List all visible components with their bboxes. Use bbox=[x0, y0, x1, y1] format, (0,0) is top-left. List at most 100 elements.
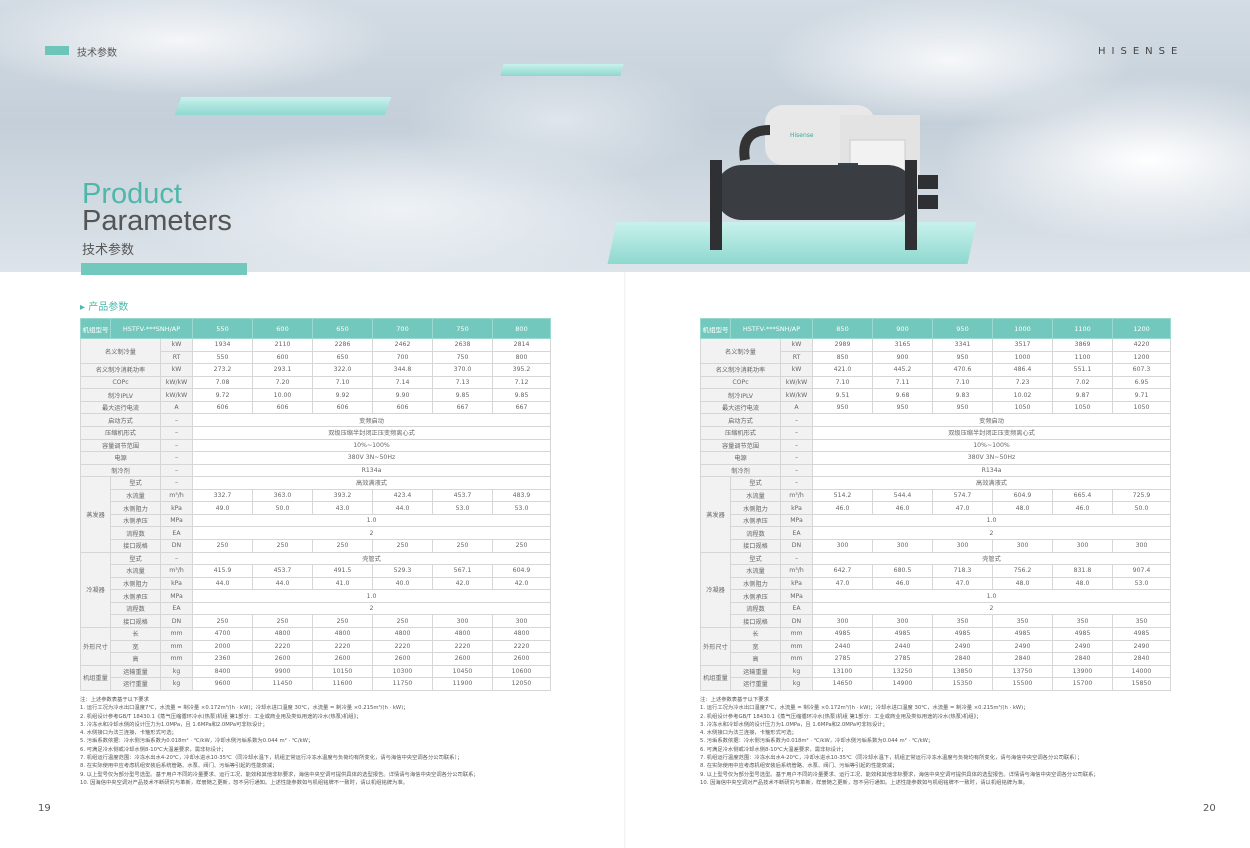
page-number-left: 19 bbox=[38, 803, 51, 814]
row-unit: kg bbox=[779, 664, 814, 679]
table-row: 水侧阻力 kPa 46.0 46.0 47.0 48.0 46.0 50.0 bbox=[701, 501, 1172, 515]
row-unit: kW bbox=[159, 363, 194, 377]
section-tag-marker bbox=[45, 46, 69, 55]
row-label: 启动方式 bbox=[700, 413, 781, 427]
table-row: 最大运行电流 A 950 950 950 1050 1050 1050 bbox=[700, 400, 1172, 415]
value-cell: 1050 bbox=[992, 400, 1054, 415]
note-line: 10. 因海信中央空调对产品技术不断研究与革新，样册随之更新，恕不另行通知。上述… bbox=[700, 779, 1028, 786]
value-cell: 15500 bbox=[992, 677, 1054, 691]
table-row: 水侧阻力 kPa 47.0 46.0 47.0 48.0 48.0 53.0 bbox=[701, 576, 1172, 591]
row-unit: – bbox=[779, 438, 814, 453]
value-cell: 2840 bbox=[932, 652, 994, 666]
value-cell: 1200 bbox=[1112, 350, 1172, 365]
value-cell: 250 bbox=[372, 614, 434, 628]
row-unit: – bbox=[159, 463, 194, 478]
table-row: 水流量 m³/h 332.7 363.0 393.2 423.4 453.7 483.9 bbox=[81, 488, 552, 503]
row-label: 接口规格 bbox=[110, 614, 161, 628]
value-cell: 3517 bbox=[992, 338, 1054, 352]
value-cell-merged: 2 bbox=[192, 601, 552, 616]
value-cell: 50.0 bbox=[1112, 501, 1172, 515]
row-label: COPc bbox=[80, 375, 161, 390]
table-row: 机组重量 运输重量 kg 8400 9900 10150 10300 10450 10600 bbox=[80, 664, 552, 691]
row-label: 电源 bbox=[80, 451, 161, 465]
page-number-right: 20 bbox=[1203, 803, 1216, 814]
row-label: 流程数 bbox=[110, 601, 161, 616]
table-row: 水侧阻力 kPa 49.0 50.0 43.0 44.0 53.0 53.0 bbox=[81, 501, 552, 515]
row-label: 运输重量 bbox=[110, 664, 161, 679]
row-unit: kW bbox=[779, 363, 814, 377]
row-unit: DN bbox=[159, 614, 194, 628]
value-cell: 907.4 bbox=[1112, 564, 1172, 578]
row-label: 压缩机形式 bbox=[80, 425, 161, 440]
value-cell: 332.7 bbox=[192, 488, 254, 503]
row-group-label: 名义制冷量 bbox=[700, 337, 781, 365]
spec-table-left: 机组型号 HSTFV-***SNH/AP 550 600 650 700 750 800 名义制… bbox=[80, 318, 552, 691]
table-row: 流程数 EA 2 bbox=[701, 601, 1172, 616]
value-cell: 800 bbox=[492, 350, 552, 365]
value-cell: 11750 bbox=[372, 677, 434, 691]
value-cell-merged: 1.0 bbox=[192, 513, 552, 528]
value-cell: 48.0 bbox=[992, 501, 1054, 515]
value-cell: 2840 bbox=[1052, 652, 1114, 666]
row-label: 水侧承压 bbox=[110, 589, 161, 603]
note-line: 7. 机组运行温度范围：冷冻水出水4-20℃，冷却水进水10-35℃（同冷却水温… bbox=[80, 755, 463, 762]
value-cell: 11900 bbox=[432, 677, 494, 691]
row-unit: EA bbox=[779, 601, 814, 616]
note-line: 5. 污垢系数依据：冷水侧污垢系数为0.018m² · ℃/kW，冷却水侧污垢系… bbox=[80, 738, 314, 745]
row-unit: kg bbox=[159, 664, 194, 679]
note-line: 2. 机组设计参考GB/T 18430.1《蒸气压缩循环冷水(热泵)机组 第1部… bbox=[80, 713, 362, 720]
value-cell: 7.11 bbox=[872, 375, 934, 390]
value-cell: 393.2 bbox=[312, 488, 374, 503]
value-cell: 300 bbox=[492, 614, 552, 628]
value-cell: 2286 bbox=[312, 338, 374, 352]
value-cell: 48.0 bbox=[1052, 576, 1114, 591]
value-cell: 9.87 bbox=[1052, 388, 1114, 402]
table-row: 名义制冷量 kW 2989 3165 3341 3517 3869 4220 bbox=[700, 337, 1172, 365]
row-label: 运行重量 bbox=[730, 677, 781, 691]
header-model-column: 700 bbox=[372, 318, 434, 339]
row-group-label: 外形尺寸 bbox=[80, 626, 111, 666]
table-row: 接口规格 DN 300 300 300 300 300 300 bbox=[701, 539, 1172, 553]
value-cell: 7.20 bbox=[252, 375, 314, 390]
header-model-column: 1200 bbox=[1112, 318, 1172, 339]
value-cell: 950 bbox=[932, 350, 994, 365]
row-label: 制冷剂 bbox=[80, 463, 161, 478]
decor-slab-mid bbox=[500, 64, 624, 76]
value-cell: 831.8 bbox=[1052, 564, 1114, 578]
row-unit: mm bbox=[779, 639, 814, 654]
value-cell: 11450 bbox=[252, 677, 314, 691]
value-cell: 2840 bbox=[1112, 652, 1172, 666]
table-row: 制冷剂 – R134a bbox=[700, 463, 1172, 478]
value-cell: 15850 bbox=[1112, 677, 1172, 691]
header-model-label: 机组型号 bbox=[700, 318, 731, 339]
table-row: 运行重量 kg 14650 14900 15350 15500 15700 15850 bbox=[701, 677, 1172, 691]
triangle-bullet-icon: ▸ bbox=[80, 302, 89, 313]
page-fold bbox=[624, 272, 626, 848]
value-cell: 10600 bbox=[492, 664, 552, 679]
value-cell: 7.02 bbox=[1052, 375, 1114, 390]
row-unit: kPa bbox=[779, 576, 814, 591]
row-unit: – bbox=[779, 451, 814, 465]
value-cell: 13750 bbox=[992, 664, 1054, 679]
value-cell: 2490 bbox=[1052, 639, 1114, 654]
value-cell: 2110 bbox=[252, 338, 314, 352]
row-unit: m³/h bbox=[779, 488, 814, 503]
value-cell-merged: 1.0 bbox=[192, 589, 552, 603]
value-cell: 9600 bbox=[192, 677, 254, 691]
table-row: RT 850 900 950 1000 1100 1200 bbox=[701, 350, 1172, 365]
header-model-column: 800 bbox=[492, 318, 552, 339]
value-cell: 46.0 bbox=[872, 501, 934, 515]
value-cell-merged: R134a bbox=[812, 463, 1172, 478]
row-unit: mm bbox=[779, 626, 814, 641]
value-cell: 11600 bbox=[312, 677, 374, 691]
value-cell: 680.5 bbox=[872, 564, 934, 578]
value-cell: 2360 bbox=[192, 652, 254, 666]
row-unit: – bbox=[779, 425, 814, 440]
row-unit: kW bbox=[159, 338, 194, 352]
value-cell: 9.85 bbox=[432, 388, 494, 402]
table-row: 启动方式 – 变频启动 bbox=[80, 413, 552, 427]
table-row: 宽 mm 2000 2220 2220 2220 2220 2220 bbox=[81, 639, 552, 654]
row-label: 接口规格 bbox=[110, 539, 161, 553]
value-cell: 756.2 bbox=[992, 564, 1054, 578]
value-cell: 2220 bbox=[432, 639, 494, 654]
